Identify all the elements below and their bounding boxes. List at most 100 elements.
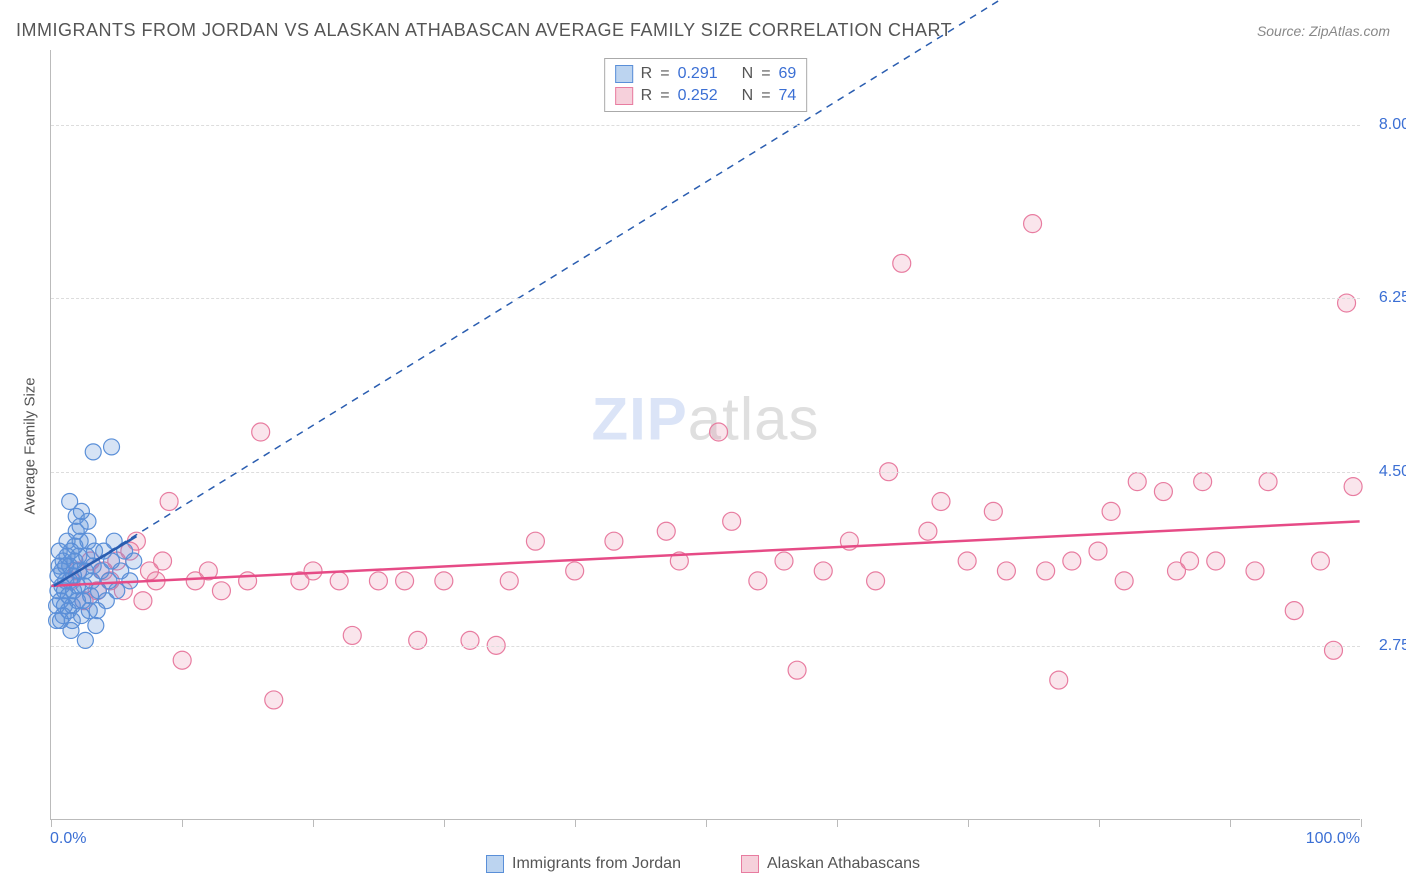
bottom-legend: Immigrants from Jordan Alaskan Athabasca… [0, 855, 1406, 873]
legend-item-jordan: Immigrants from Jordan [486, 855, 681, 873]
x-tick-mark [575, 819, 576, 827]
eq-label: = [660, 65, 669, 83]
scatter-point [343, 626, 361, 644]
gridline [51, 472, 1360, 473]
x-tick-mark [1361, 819, 1362, 827]
scatter-point [1115, 572, 1133, 590]
scatter-point [814, 562, 832, 580]
eq-label: = [761, 87, 770, 105]
scatter-point [1344, 478, 1362, 496]
scatter-point [160, 492, 178, 510]
scatter-point [252, 423, 270, 441]
scatter-svg [51, 50, 1360, 819]
scatter-point [997, 562, 1015, 580]
x-tick-mark [313, 819, 314, 827]
x-tick-mark [837, 819, 838, 827]
scatter-point [788, 661, 806, 679]
swatch-athabascan [615, 87, 633, 105]
x-max-label: 100.0% [1306, 830, 1360, 848]
n-label: N [742, 65, 754, 83]
r-label: R [641, 87, 653, 105]
scatter-point [919, 522, 937, 540]
scatter-point [958, 552, 976, 570]
scatter-point [265, 691, 283, 709]
correlation-legend: R = 0.291 N = 69 R = 0.252 N = 74 [604, 58, 808, 112]
legend-row-athabascan: R = 0.252 N = 74 [615, 85, 797, 107]
scatter-point [239, 572, 257, 590]
scatter-point [1063, 552, 1081, 570]
r-value-jordan: 0.291 [678, 65, 718, 83]
scatter-point [605, 532, 623, 550]
scatter-point [500, 572, 518, 590]
scatter-point [749, 572, 767, 590]
scatter-point [304, 562, 322, 580]
n-value-jordan: 69 [779, 65, 797, 83]
scatter-point [85, 444, 101, 460]
scatter-point [1194, 473, 1212, 491]
scatter-point [1324, 641, 1342, 659]
scatter-point [126, 553, 142, 569]
scatter-point [1285, 602, 1303, 620]
scatter-point [867, 572, 885, 590]
x-tick-mark [1230, 819, 1231, 827]
scatter-point [1024, 215, 1042, 233]
legend-row-jordan: R = 0.291 N = 69 [615, 63, 797, 85]
scatter-point [932, 492, 950, 510]
scatter-point [566, 562, 584, 580]
scatter-point [1050, 671, 1068, 689]
legend-item-athabascan: Alaskan Athabascans [741, 855, 920, 873]
scatter-point [526, 532, 544, 550]
y-axis-label: Average Family Size [22, 377, 39, 514]
swatch-jordan-icon [486, 855, 504, 873]
scatter-point [1259, 473, 1277, 491]
scatter-point [1181, 552, 1199, 570]
y-tick-label: 4.50 [1365, 463, 1406, 481]
scatter-point [80, 513, 96, 529]
scatter-point [62, 493, 78, 509]
scatter-point [1089, 542, 1107, 560]
scatter-point [173, 651, 191, 669]
scatter-point [1154, 483, 1172, 501]
scatter-point [154, 552, 172, 570]
scatter-point [1311, 552, 1329, 570]
n-value-athabascan: 74 [779, 87, 797, 105]
chart-plot-area: R = 0.291 N = 69 R = 0.252 N = 74 ZIPatl… [50, 50, 1360, 820]
scatter-point [1037, 562, 1055, 580]
r-label: R [641, 65, 653, 83]
scatter-point [396, 572, 414, 590]
scatter-point [369, 572, 387, 590]
scatter-point [435, 572, 453, 590]
eq-label: = [660, 87, 669, 105]
gridline [51, 125, 1360, 126]
y-tick-label: 8.00 [1365, 116, 1406, 134]
n-label: N [742, 87, 754, 105]
gridline [51, 298, 1360, 299]
scatter-point [109, 583, 125, 599]
x-tick-mark [51, 819, 52, 827]
scatter-point [1128, 473, 1146, 491]
y-tick-label: 6.25 [1365, 289, 1406, 307]
x-tick-mark [444, 819, 445, 827]
scatter-point [1102, 502, 1120, 520]
x-tick-mark [706, 819, 707, 827]
scatter-point [1207, 552, 1225, 570]
scatter-point [330, 572, 348, 590]
scatter-point [723, 512, 741, 530]
x-axis-labels: 0.0% 100.0% [50, 830, 1360, 848]
scatter-point [710, 423, 728, 441]
scatter-point [1246, 562, 1264, 580]
scatter-point [657, 522, 675, 540]
scatter-point [134, 592, 152, 610]
x-tick-mark [182, 819, 183, 827]
swatch-athabascan-icon [741, 855, 759, 873]
chart-title: IMMIGRANTS FROM JORDAN VS ALASKAN ATHABA… [16, 20, 952, 41]
scatter-point [104, 439, 120, 455]
x-min-label: 0.0% [50, 830, 86, 848]
scatter-point [88, 618, 104, 634]
scatter-point [212, 582, 230, 600]
scatter-point [1338, 294, 1356, 312]
scatter-point [775, 552, 793, 570]
r-value-athabascan: 0.252 [678, 87, 718, 105]
x-tick-mark [1099, 819, 1100, 827]
gridline [51, 646, 1360, 647]
